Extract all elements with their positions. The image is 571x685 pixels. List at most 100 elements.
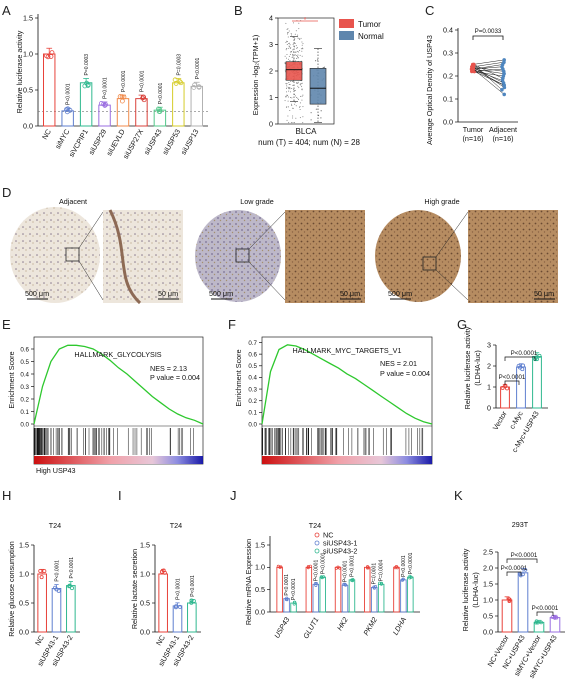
panel-label-k: K bbox=[454, 488, 463, 503]
jitter-point bbox=[299, 109, 301, 111]
jitter-point bbox=[301, 55, 303, 57]
jitter-point bbox=[295, 60, 297, 62]
jitter-point bbox=[296, 81, 298, 83]
jitter-point bbox=[288, 90, 290, 92]
jitter-point bbox=[290, 51, 292, 53]
jitter-point bbox=[285, 83, 287, 85]
jitter-point bbox=[289, 51, 291, 53]
ihc-scale-4: 50 μm bbox=[340, 289, 360, 298]
panel-i-ylabel: Relative lactate secretion bbox=[130, 549, 139, 629]
jitter-point bbox=[287, 33, 289, 35]
panel-a-yticks: 0.0 0.5 1.0 1.5 bbox=[23, 13, 38, 130]
panel-e-nes: NES = 2.13 bbox=[150, 364, 187, 373]
panel-label-i: I bbox=[118, 488, 122, 503]
panel-g: G Relative luciferase activity (LDHA-luc… bbox=[457, 317, 548, 454]
ytick-label: 0.5 bbox=[140, 598, 150, 607]
jitter-point bbox=[300, 48, 302, 50]
data-point bbox=[334, 566, 338, 570]
jitter-point bbox=[293, 122, 295, 124]
data-point bbox=[534, 619, 539, 624]
adjacent-point bbox=[502, 92, 507, 97]
data-point bbox=[306, 566, 310, 570]
jitter-point bbox=[296, 83, 298, 85]
jitter-point bbox=[292, 49, 294, 51]
panel-j-ylabel: Relative mRNA Expression bbox=[244, 539, 253, 625]
data-point bbox=[344, 583, 348, 587]
jitter-point bbox=[286, 86, 288, 88]
pvalue-label: P<0.0001 bbox=[158, 82, 164, 104]
ihc-high-zoom bbox=[468, 210, 558, 303]
jitter-point bbox=[301, 89, 303, 91]
panel-h-ylabel: Relative glucose consumption bbox=[7, 541, 16, 637]
panel-e-pvalue: P value = 0.004 bbox=[150, 373, 200, 382]
panel-d-title-high: High grade bbox=[424, 197, 459, 206]
jitter-point bbox=[299, 102, 301, 104]
panel-e-ylabel: Enrichment Score bbox=[7, 351, 16, 408]
bar bbox=[172, 82, 185, 127]
box bbox=[285, 61, 303, 81]
ihc-low-zoom-line1 bbox=[248, 211, 286, 250]
jitter-point bbox=[299, 83, 301, 85]
data-point bbox=[65, 106, 71, 112]
ytick-label: 0.0 bbox=[483, 627, 493, 636]
panel-g-ylabel2: (LDHA-luc) bbox=[473, 350, 482, 386]
panel-f-frame bbox=[261, 336, 433, 465]
jitter-point bbox=[289, 87, 291, 89]
jitter-point bbox=[301, 95, 303, 97]
jitter-point bbox=[286, 119, 288, 121]
jitter-point bbox=[289, 59, 291, 61]
data-point bbox=[64, 109, 70, 115]
data-point bbox=[505, 386, 510, 391]
ytick-label: 4 bbox=[269, 13, 273, 22]
data-point bbox=[366, 565, 370, 569]
pair-line bbox=[473, 64, 503, 79]
panel-b-ylabel: Expression -log₂(TPM+1) bbox=[251, 35, 260, 115]
jitter-point bbox=[301, 47, 303, 49]
data-point bbox=[69, 586, 74, 591]
jitter-point bbox=[285, 106, 287, 108]
jitter-point bbox=[300, 84, 302, 86]
jitter-point bbox=[296, 55, 298, 57]
panel-label-a: A bbox=[2, 3, 11, 18]
pvalue-label: P<0.0001 bbox=[401, 555, 407, 577]
data-point bbox=[119, 98, 125, 104]
panel-k-ylabel2: (LDHA-luc) bbox=[471, 572, 480, 608]
data-point bbox=[409, 575, 413, 579]
jitter-point bbox=[290, 33, 292, 35]
data-point bbox=[401, 577, 405, 581]
jitter-point bbox=[288, 45, 290, 47]
panel-k-ylabel: Relative luciferase activity bbox=[461, 548, 470, 631]
bar bbox=[500, 386, 510, 409]
category-label: NC bbox=[154, 634, 167, 647]
jitter-point bbox=[292, 22, 294, 24]
jitter-point bbox=[288, 30, 290, 32]
data-point bbox=[516, 364, 521, 369]
jitter-point bbox=[297, 51, 299, 53]
ihc-adjacent-zoom-box bbox=[65, 247, 80, 262]
jitter-point bbox=[286, 82, 288, 84]
jitter-point bbox=[287, 58, 289, 60]
data-point bbox=[278, 565, 282, 569]
ihc-scale-6: 50 μm bbox=[534, 289, 554, 298]
data-point bbox=[45, 54, 51, 60]
panel-j-legend-si1: siUSP43-1 bbox=[323, 539, 357, 548]
ytick-label: 0.2 bbox=[248, 398, 257, 405]
ytick-label: 0.6 bbox=[248, 351, 257, 358]
jitter-point bbox=[297, 34, 299, 36]
jitter-point bbox=[285, 41, 287, 43]
ytick-label: 0.2 bbox=[443, 71, 453, 80]
pvalue-label: P<0.0001 bbox=[69, 557, 75, 579]
jitter-point bbox=[294, 103, 296, 105]
bar bbox=[98, 104, 111, 127]
category-label: LDHA bbox=[391, 615, 408, 636]
panel-f-ylabel: Enrichment Score bbox=[234, 349, 243, 406]
panel-label-b: B bbox=[234, 3, 243, 18]
jitter-point bbox=[289, 53, 291, 55]
jitter-point bbox=[296, 47, 298, 49]
jitter-point bbox=[298, 87, 300, 89]
pvalue-label: P<0.0001 bbox=[55, 560, 61, 582]
jitter-point bbox=[287, 115, 289, 117]
bar bbox=[51, 588, 62, 633]
